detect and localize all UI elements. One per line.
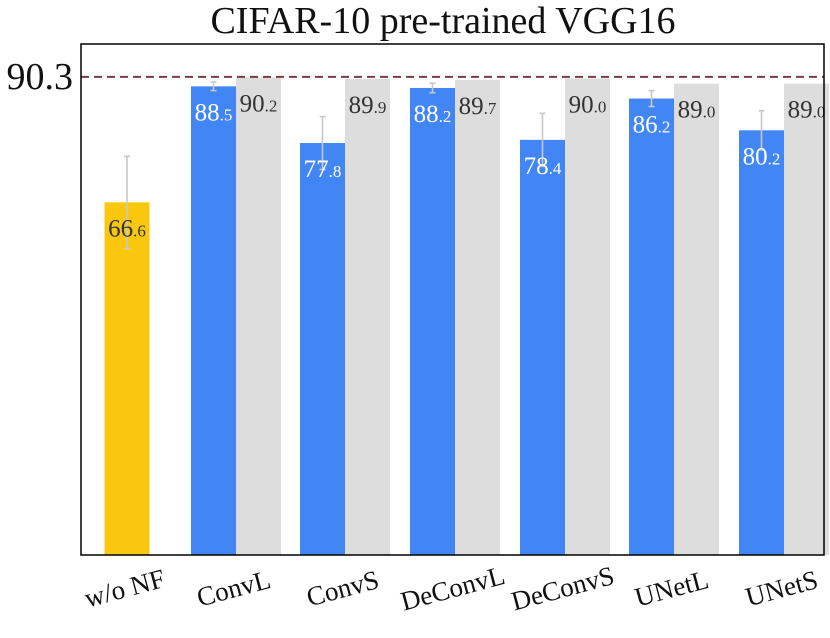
- data-label: 66.6: [108, 215, 146, 242]
- bars-layer: [104, 77, 829, 556]
- data-labels-layer: 88.577.888.278.486.280.290.2 89.9 89.7 90.0…: [108, 90, 825, 242]
- bar-unets-s0: [739, 130, 784, 555]
- data-label-int: 90: [569, 91, 594, 118]
- data-label-dec: .4: [549, 159, 562, 178]
- data-label: 89.0: [678, 97, 716, 124]
- bar-deconvs-s0: [520, 139, 565, 556]
- data-label-dec: .0: [594, 97, 607, 116]
- error-bar-6-s0: [758, 109, 765, 151]
- data-label: 89.7: [459, 93, 497, 120]
- data-label: 88.5: [195, 99, 233, 126]
- bar-w-o-nf-s2: [104, 202, 150, 555]
- data-label-int: 89: [678, 97, 703, 124]
- x-tick-label: DeConvS: [508, 560, 617, 616]
- x-tick-labels: w/o NF ConvL ConvS DeConvL DeConvS UNetL UNetS: [81, 560, 821, 617]
- data-label: 77.8: [304, 156, 342, 183]
- data-label-int: 90: [240, 90, 265, 117]
- data-label-int: 88: [414, 101, 439, 128]
- data-label-int: 89: [788, 97, 813, 124]
- reference-line-label: 90.3: [7, 56, 74, 98]
- x-tick-label: UNetL: [632, 564, 712, 612]
- data-label-dec: .0: [703, 103, 716, 122]
- chart-title: CIFAR-10 pre-trained VGG16: [210, 0, 675, 42]
- bar-convl-s0: [191, 86, 236, 555]
- bar-convl-s1: [236, 77, 281, 555]
- data-label: 89.9: [349, 92, 387, 119]
- bar-unetl-s1: [674, 83, 719, 555]
- data-label-int: 89: [459, 93, 484, 120]
- bar-deconvs-s1: [565, 78, 610, 556]
- x-tick-label: ConvS: [303, 564, 382, 612]
- bar-deconvl-s0: [410, 87, 455, 555]
- data-label: 90.0: [569, 91, 607, 118]
- error-bar-4-s0: [539, 112, 546, 168]
- data-label-dec: .2: [265, 96, 278, 115]
- data-label-int: 80: [743, 143, 768, 170]
- data-label-dec: .7: [484, 99, 497, 118]
- data-label-dec: .9: [374, 98, 387, 117]
- bar-convs-s1: [345, 78, 390, 556]
- data-label-int: 89: [349, 92, 374, 119]
- data-label-int: 86: [633, 112, 658, 139]
- plot-frame: [80, 43, 825, 556]
- bar-convs-s0: [300, 143, 345, 555]
- data-label-dec: .2: [768, 149, 781, 168]
- error-bar-3-s0: [429, 82, 436, 94]
- bar-unetl-s0: [629, 98, 674, 556]
- error-bar-0-s2: [124, 155, 130, 250]
- bar-unets-s1: [784, 83, 829, 555]
- data-label: 90.2: [240, 90, 278, 117]
- data-label: 88.2: [414, 101, 452, 128]
- data-label-dec: .6: [133, 221, 146, 240]
- data-label-dec: .8: [329, 162, 342, 181]
- data-label: 86.2: [633, 112, 671, 139]
- error-bar-2-s0: [319, 115, 326, 171]
- data-label-int: 78: [524, 153, 549, 180]
- x-tick-label: DeConvL: [397, 560, 508, 617]
- data-label-int: 66: [108, 215, 133, 242]
- reference-layer: 90.3: [7, 56, 824, 98]
- error-bar-5-s0: [648, 89, 655, 108]
- x-tick-label: ConvL: [194, 564, 274, 612]
- data-label-dec: .2: [439, 107, 452, 126]
- data-label-dec: .2: [658, 118, 671, 137]
- data-label-int: 77: [304, 156, 329, 183]
- data-label: 89.0: [788, 97, 826, 124]
- data-label-int: 88: [195, 99, 220, 126]
- data-label: 78.4: [524, 153, 562, 180]
- data-label-dec: .0: [813, 103, 826, 122]
- error-bar-1-s0: [210, 81, 217, 92]
- x-tick-label: w/o NF: [81, 563, 168, 613]
- x-tick-label: UNetS: [742, 564, 821, 612]
- data-label-dec: .5: [220, 105, 233, 124]
- bar-deconvl-s1: [455, 80, 500, 555]
- data-label: 80.2: [743, 143, 781, 170]
